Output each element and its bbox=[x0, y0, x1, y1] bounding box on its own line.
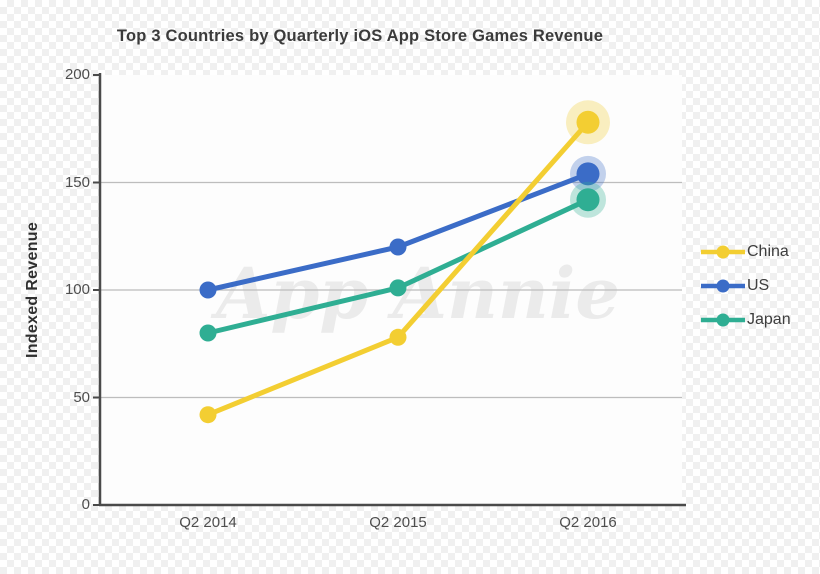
legend-marker-icon bbox=[701, 313, 745, 327]
data-point-china-q2-2014 bbox=[199, 406, 217, 424]
legend-label: Japan bbox=[747, 311, 791, 328]
legend-marker-icon bbox=[701, 245, 745, 259]
data-point-japan-q2-2016 bbox=[576, 188, 600, 212]
data-point-china-q2-2016 bbox=[576, 110, 600, 134]
legend-label: China bbox=[747, 243, 789, 260]
y-tick-label: 0 bbox=[81, 496, 90, 513]
legend-marker-dot bbox=[716, 245, 730, 259]
y-tick-label: 150 bbox=[64, 173, 90, 191]
y-tick-label: 100 bbox=[64, 281, 90, 298]
data-point-china-q2-2015 bbox=[389, 328, 407, 346]
legend-item-china: China bbox=[701, 243, 791, 261]
legend: China US Japan bbox=[701, 243, 791, 329]
data-point-us-q2-2015 bbox=[389, 238, 407, 256]
data-point-japan-q2-2014 bbox=[199, 324, 217, 342]
legend-item-japan: Japan bbox=[701, 311, 791, 329]
data-point-japan-q2-2015 bbox=[389, 279, 407, 297]
x-tick-label: Q2 2014 bbox=[179, 514, 237, 531]
y-tick-label: 50 bbox=[73, 388, 90, 406]
chart-title: Top 3 Countries by Quarterly iOS App Sto… bbox=[116, 27, 604, 45]
legend-label: US bbox=[747, 277, 770, 294]
y-tick-label: 200 bbox=[64, 66, 90, 83]
data-point-us-q2-2016 bbox=[576, 162, 600, 186]
x-tick-label: Q2 2015 bbox=[369, 514, 427, 531]
x-tick-label: Q2 2016 bbox=[559, 514, 617, 531]
legend-item-us: US bbox=[701, 277, 791, 295]
data-point-us-q2-2014 bbox=[199, 281, 217, 299]
legend-marker-icon bbox=[701, 279, 745, 293]
watermark-text: App Annie bbox=[210, 252, 620, 335]
legend-marker-dot bbox=[716, 279, 730, 293]
legend-marker-dot bbox=[716, 313, 730, 327]
